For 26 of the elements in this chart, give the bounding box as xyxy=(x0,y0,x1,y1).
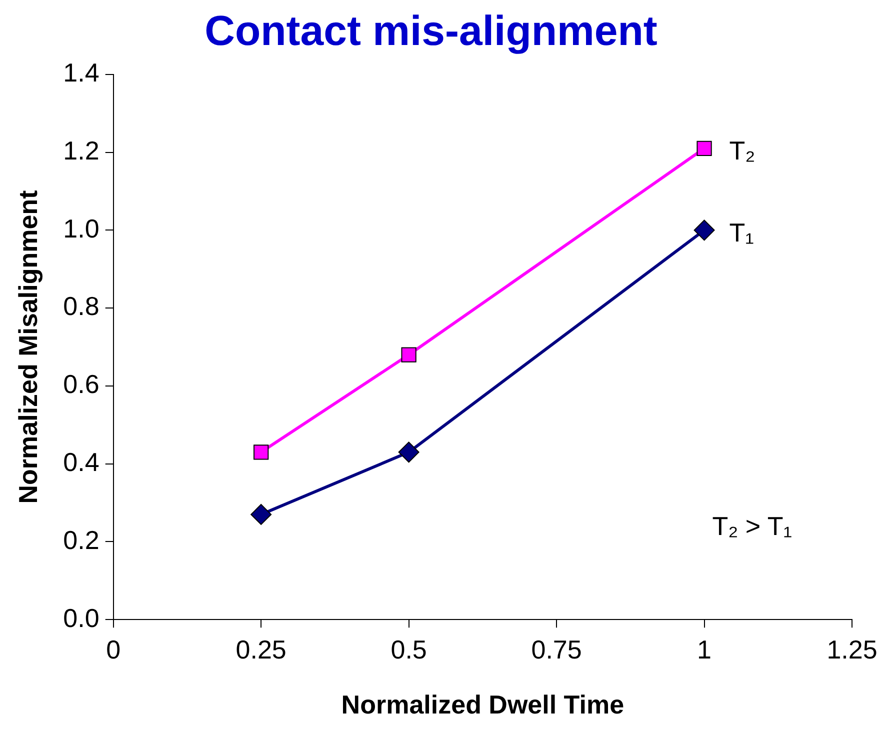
point xyxy=(250,504,272,525)
point xyxy=(694,220,715,241)
point xyxy=(398,442,420,463)
series-label: T₂ xyxy=(729,136,756,166)
point xyxy=(696,140,712,156)
x-axis-title: Normalized Dwell Time xyxy=(341,690,624,720)
chart-title: Contact mis-alignment xyxy=(204,6,658,54)
point xyxy=(254,444,269,460)
x-tick-label: 0.25 xyxy=(236,634,286,664)
y-tick-label: 0.4 xyxy=(63,447,100,477)
y-tick-label: 1.4 xyxy=(63,58,100,88)
y-tick-label: 0.8 xyxy=(63,291,100,322)
y-axis-title: Normalized Misalignment xyxy=(12,190,43,504)
point xyxy=(401,347,416,362)
y-tick-label: 0.0 xyxy=(63,602,100,633)
x-tick-label: 0.5 xyxy=(390,634,427,664)
x-tick-label: 1 xyxy=(697,634,712,664)
series-label: T₁ xyxy=(729,217,754,248)
y-tick-label: 1.2 xyxy=(63,135,100,166)
y-tick-label: 0.6 xyxy=(63,369,100,400)
x-tick-label: 0 xyxy=(106,634,121,664)
x-tick-label: 0.75 xyxy=(531,634,582,664)
y-tick-label: 0.2 xyxy=(63,524,100,555)
annotation: T₂ > T₁ xyxy=(712,510,792,541)
y-tick-label: 1.0 xyxy=(63,213,100,244)
x-tick-label: 1.25 xyxy=(826,634,878,664)
